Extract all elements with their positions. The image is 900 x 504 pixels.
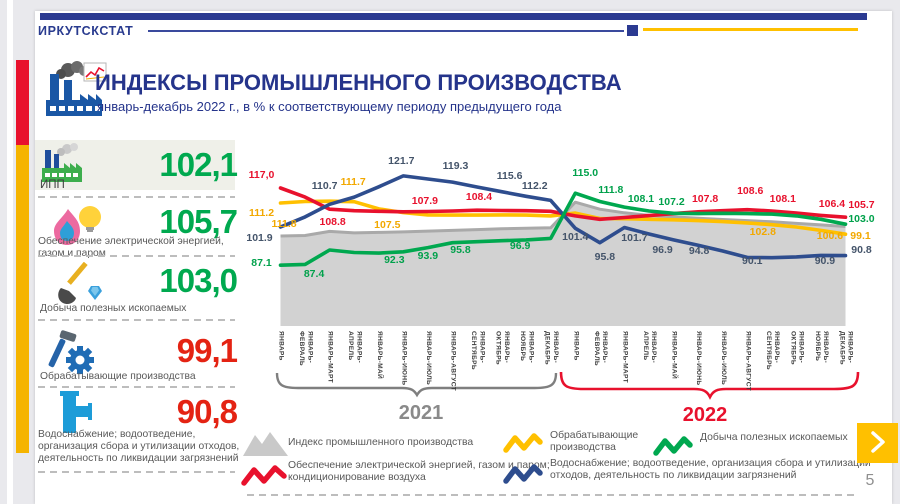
divider [38,196,235,198]
water-pipe-icon [57,391,97,438]
kpi-value-energy: 105,7 [159,203,238,240]
header-rule-navy [148,30,624,32]
factory-green-icon [40,142,88,189]
legend-label-ipp: Индекс промышленного производства [288,437,474,448]
brace-2021 [275,372,558,398]
legend-blue-line-icon [503,463,543,492]
chevron-right-icon [868,430,888,457]
kpi-label-manufacturing: Обрабатывающие производства [40,371,196,382]
shovel-diamond-icon [55,261,103,311]
kpi-label-mining: Добыча полезных ископаемых [40,303,187,314]
kpi-label-water: Водоснабжение; водоотведение, организаци… [38,429,240,464]
viewer-left-strip [7,0,13,504]
divider [38,255,235,257]
next-page-button[interactable] [857,423,898,463]
year-label-2022: 2022 [682,404,728,426]
legend-label-mining: Добыча полезных ископаемых [700,432,848,443]
brace-2022 [559,371,860,400]
legend-label-manufacturing: Обрабатывающие производства [550,430,639,454]
kpi-value-ipp: 102,1 [159,146,238,183]
page-title: ИНДЕКСЫ ПРОМЫШЛЕННОГО ПРОИЗВОДСТВА [95,70,622,95]
legend-green-line-icon [653,435,693,464]
divider [38,319,235,321]
gas-flame-bulb-icon [52,203,104,256]
bottom-divider [247,494,855,496]
hammer-gear-icon [46,330,98,381]
brand-logo-text: ИРКУТСКСТАТ [38,24,134,38]
kpi-value-manufacturing: 99,1 [176,332,238,369]
kpi-label-ipp: ИПП [40,179,65,191]
kpi-value-mining: 103,0 [159,262,238,299]
header-rule-yellow [643,28,858,31]
kpi-label-energy: Обеспечение электрической энергией, газо… [38,236,224,259]
factory-chart-icon [46,60,108,123]
kpi-value-water: 90,8 [176,393,238,430]
legend-yellow-line-icon [503,432,543,461]
top-accent-bar [40,13,867,20]
page-subtitle: январь-декабрь 2022 г., в % к соответств… [97,99,562,114]
accent-bar-red [16,60,29,145]
legend-label-water: Водоснабжение; водоотведение, организаци… [550,458,871,482]
legend-red-line-icon [241,464,287,493]
legend-area-icon [243,430,288,461]
accent-bar-yellow [16,145,29,453]
year-label-2021: 2021 [398,402,444,424]
header-rule-square [627,25,638,36]
divider [38,471,235,473]
legend-label-electricity: Обеспечение электрической энергией, газо… [288,460,550,484]
divider [38,386,235,388]
page-number: 5 [865,472,875,489]
